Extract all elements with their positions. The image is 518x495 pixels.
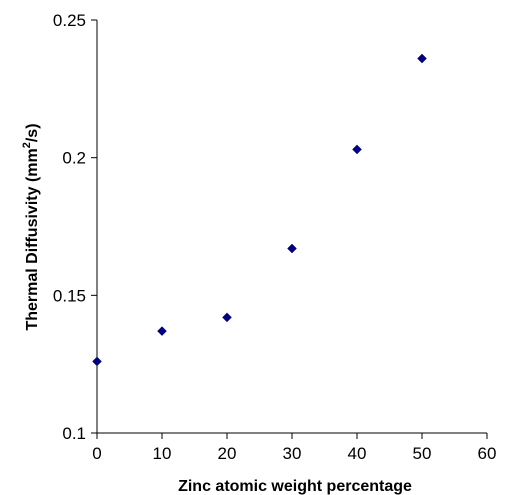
plot-area: 0.1 0.15 0.2 0.25 0 10 20 30 40 50 60	[53, 11, 497, 463]
y-axis-title-end: /s)	[24, 123, 41, 142]
y-axis-title-superscript: 2	[21, 142, 33, 148]
y-axis-title: Thermal Diffusivity (mm2/s)	[21, 123, 41, 330]
x-tick-label: 30	[283, 444, 302, 463]
data-point	[352, 144, 362, 155]
data-point	[92, 356, 102, 367]
x-tick-label: 60	[478, 444, 497, 463]
x-tick-label: 10	[153, 444, 172, 463]
data-point	[222, 312, 232, 323]
x-tick-label: 20	[218, 444, 237, 463]
data-point	[417, 53, 427, 64]
x-tick-label: 50	[413, 444, 432, 463]
y-tick-label: 0.2	[62, 149, 86, 168]
data-point	[157, 326, 167, 336]
y-tick-label: 0.25	[53, 11, 86, 30]
y-tick-label: 0.1	[62, 424, 86, 443]
y-axis-title-main: Thermal Diffusivity (mm	[24, 148, 41, 330]
x-tick-label: 40	[348, 444, 367, 463]
y-tick-label: 0.15	[53, 286, 86, 305]
data-point	[287, 243, 297, 254]
x-tick-label: 0	[92, 444, 101, 463]
x-axis-title: Zinc atomic weight percentage	[178, 478, 412, 495]
